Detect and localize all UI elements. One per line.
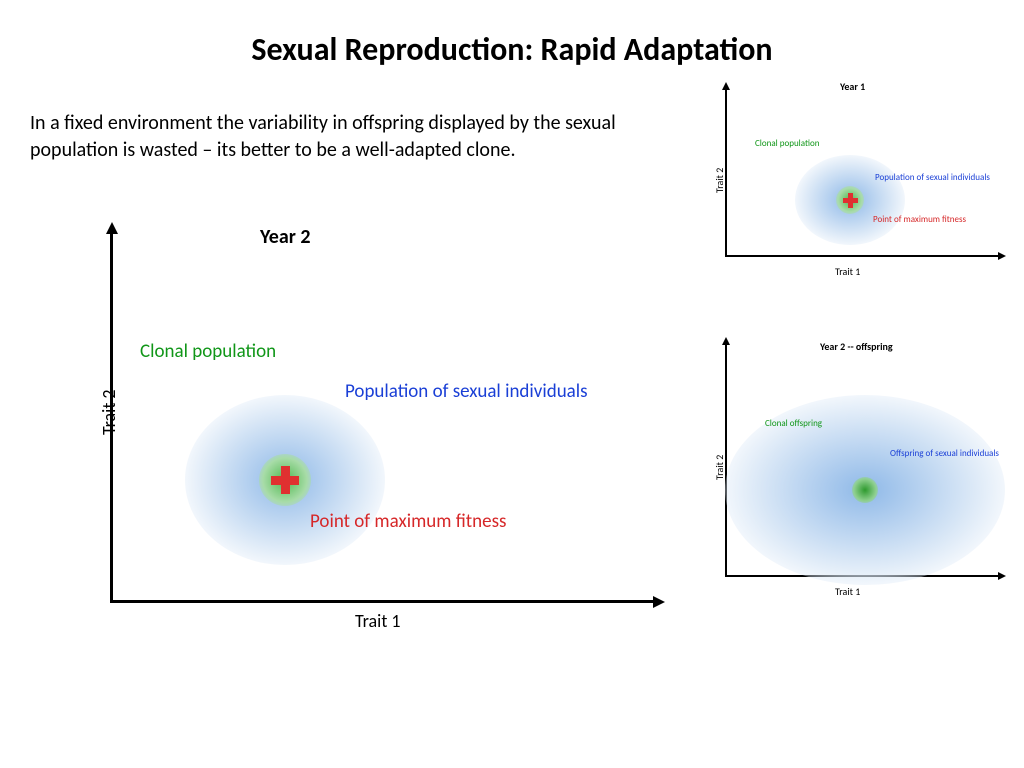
chart-title: Year 2 -- offspring	[820, 340, 893, 353]
fitness-cross-icon	[271, 466, 299, 494]
fitness-label: Point of maximum fitness	[310, 510, 506, 533]
x-axis-label: Trait 1	[835, 585, 860, 598]
x-axis-label: Trait 1	[355, 610, 401, 632]
page-title: Sexual Reproduction: Rapid Adaptation	[0, 30, 1024, 69]
y-axis-label: Trait 2	[713, 167, 726, 192]
y-axis-arrow	[722, 82, 730, 90]
clonal-offspring-blob	[852, 477, 878, 503]
clonal-label: Clonal population	[755, 138, 819, 149]
chart-title: Year 1	[840, 80, 865, 93]
chart-title: Year 2	[260, 225, 311, 249]
x-axis-arrow	[998, 572, 1006, 580]
clonal-label: Clonal offspring	[765, 418, 822, 429]
x-axis	[110, 600, 655, 603]
chart-small-year1: Year 1 Trait 1 Trait 2 Clonal population…	[710, 80, 1010, 295]
y-axis-arrow	[106, 222, 118, 234]
x-axis-label: Trait 1	[835, 265, 860, 278]
y-axis-label: Trait 2	[98, 389, 120, 435]
chart-main-year2: Year 2 Trait 1 Trait 2 Clonal population…	[95, 220, 665, 640]
sexual-label: Population of sexual individuals	[875, 172, 990, 183]
clonal-label: Clonal population	[140, 340, 276, 363]
y-axis-label: Trait 2	[713, 455, 726, 480]
sexual-label: Offspring of sexual individuals	[890, 448, 999, 459]
x-axis-arrow	[998, 252, 1006, 260]
sexual-label: Population of sexual individuals	[345, 380, 588, 403]
chart-small-year2-offspring: Year 2 -- offspring Trait 1 Trait 2 Clon…	[710, 335, 1010, 615]
y-axis-arrow	[722, 337, 730, 345]
fitness-label: Point of maximum fitness	[873, 214, 966, 225]
x-axis-arrow	[653, 596, 665, 608]
description-text: In a fixed environment the variability i…	[30, 110, 650, 164]
fitness-cross-icon	[843, 193, 858, 208]
x-axis	[725, 255, 1000, 257]
